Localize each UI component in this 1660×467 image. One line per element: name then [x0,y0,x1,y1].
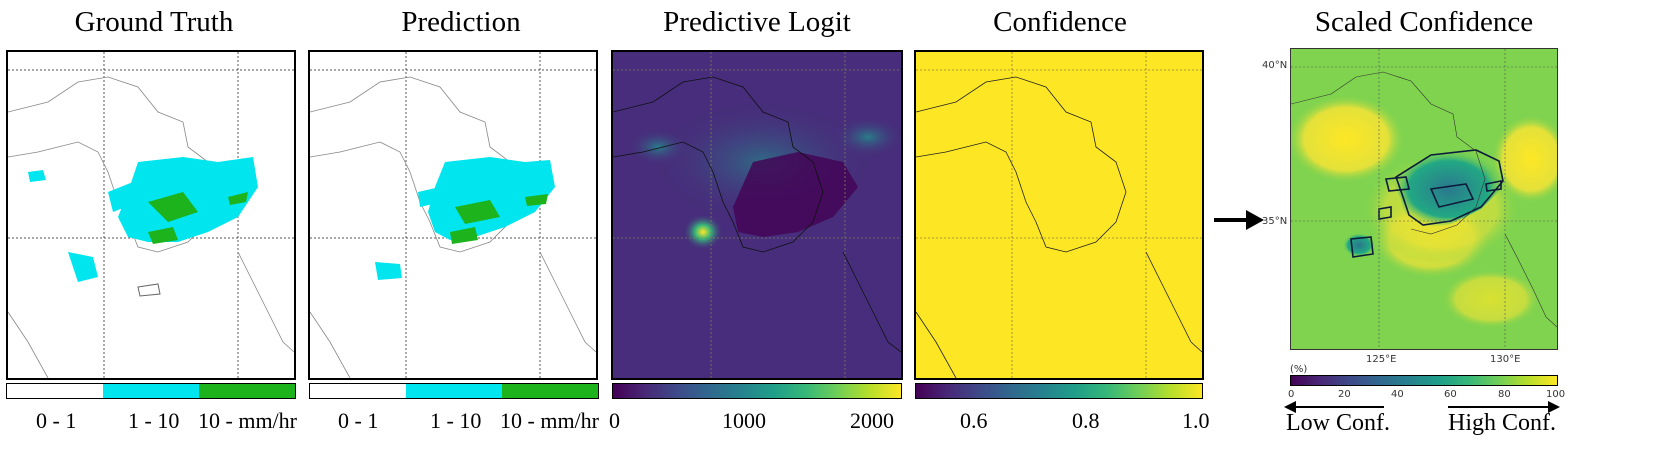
right-small-arrow-icon [1448,401,1560,413]
predictive-logit-map [611,50,903,380]
left-arrow-icon [1284,401,1384,413]
ground-truth-colorbar [6,383,296,399]
scaled-tick-80: 80 [1498,389,1511,400]
logit-tick-0: 0 [609,408,620,433]
lat-label-35: 35°N [1262,216,1288,227]
panel-title-ground-truth: Ground Truth [74,6,234,38]
prediction-cat-3: 10 - mm/hr [500,408,599,433]
prediction-cat-2: 1 - 10 [430,408,482,433]
right-arrow-icon [1214,210,1264,230]
lon-label-125: 125°E [1366,354,1397,365]
lon-label-130: 130°E [1490,354,1521,365]
ground-truth-map [6,50,296,380]
prediction-cat-1: 0 - 1 [338,408,379,433]
prediction-map [308,50,598,380]
confidence-tick-08: 0.8 [1072,408,1100,433]
scaled-tick-60: 60 [1444,389,1457,400]
scaled-confidence-colorbar [1290,375,1558,386]
panel-title-prediction: Prediction [401,6,521,38]
ground-truth-cat-2: 1 - 10 [128,408,180,433]
lat-label-40: 40°N [1262,60,1288,71]
confidence-tick-10: 1.0 [1182,408,1210,433]
confidence-tick-06: 0.6 [960,408,988,433]
ground-truth-cat-3: 10 - mm/hr [198,408,297,433]
logit-tick-2000: 2000 [850,408,894,433]
scaled-tick-0: 0 [1288,389,1295,400]
confidence-map [914,50,1204,380]
predictive-logit-colorbar [612,383,902,399]
scaled-tick-100: 100 [1546,389,1566,400]
logit-tick-1000: 1000 [722,408,766,433]
panel-title-predictive-logit: Predictive Logit [663,6,851,38]
confidence-colorbar [915,383,1203,399]
panel-title-scaled-confidence: Scaled Confidence [1314,6,1534,38]
low-confidence-label: Low Conf. [1286,410,1390,436]
scaled-confidence-unit: (%) [1290,364,1308,375]
scaled-tick-40: 40 [1391,389,1404,400]
ground-truth-cat-1: 0 - 1 [36,408,77,433]
scaled-tick-20: 20 [1338,389,1351,400]
panel-title-confidence: Confidence [993,6,1127,38]
scaled-confidence-map [1290,48,1558,350]
high-confidence-label: High Conf. [1448,410,1556,436]
prediction-colorbar [309,383,599,399]
